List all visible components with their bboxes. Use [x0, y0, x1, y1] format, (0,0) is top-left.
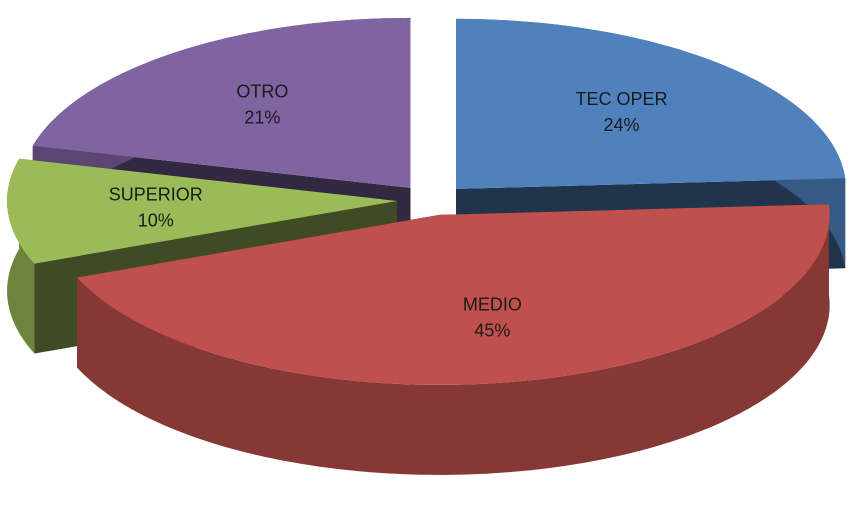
- slice-value-label: 24%: [603, 115, 639, 135]
- slice-label: OTRO: [236, 81, 288, 101]
- slice-value-label: 21%: [244, 107, 280, 127]
- slice-label: MEDIO: [463, 295, 522, 315]
- slice-top: [456, 18, 846, 189]
- slice: [77, 204, 830, 475]
- slice-label: TEC OPER: [575, 89, 667, 109]
- slice-value-label: 45%: [474, 321, 510, 341]
- slice-label: SUPERIOR: [109, 184, 203, 204]
- slice-top: [77, 204, 830, 385]
- slice-value-label: 10%: [138, 210, 174, 230]
- slice-side: [77, 204, 830, 475]
- slice-top: [7, 158, 398, 264]
- slice-top: [32, 17, 411, 188]
